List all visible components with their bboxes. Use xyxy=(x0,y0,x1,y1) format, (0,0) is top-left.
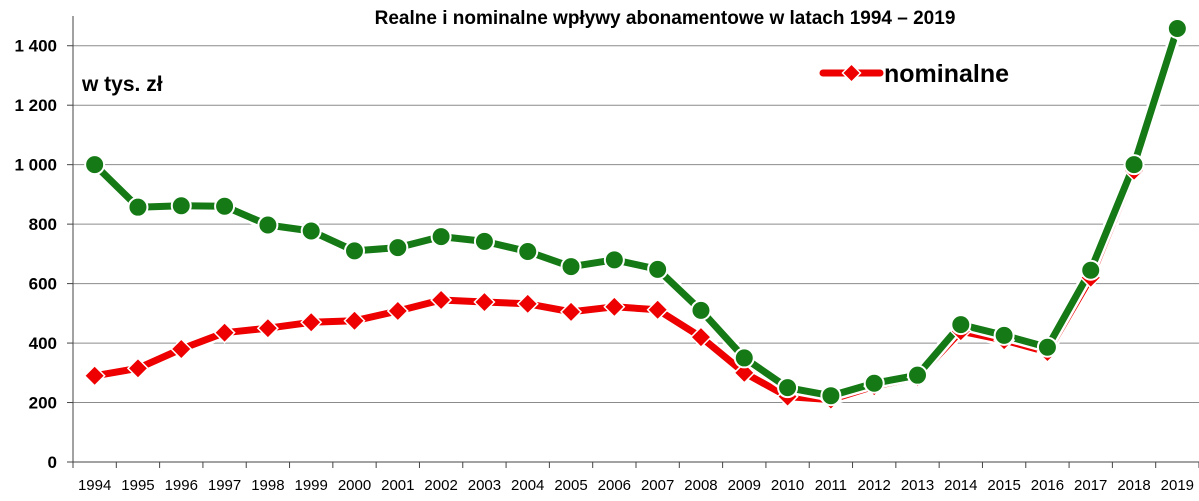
data-point xyxy=(387,237,409,259)
legend: nominalne xyxy=(819,60,1009,88)
data-point xyxy=(646,298,669,321)
data-point xyxy=(1080,259,1102,281)
data-point xyxy=(83,364,106,387)
data-point xyxy=(127,196,149,218)
data-point xyxy=(907,364,928,386)
x-tick-label: 1996 xyxy=(165,477,198,494)
data-point xyxy=(517,240,539,262)
x-tick-label: 2016 xyxy=(1031,477,1064,494)
data-point xyxy=(344,240,365,262)
data-point xyxy=(733,361,756,384)
y-tick-label: 1 000 xyxy=(14,156,57,175)
data-point xyxy=(343,309,366,332)
data-point xyxy=(733,347,755,369)
x-tick-label: 1994 xyxy=(78,477,111,494)
x-tick-label: 2014 xyxy=(944,477,977,494)
data-point xyxy=(777,377,799,399)
data-point xyxy=(473,290,496,314)
data-point xyxy=(256,317,279,340)
series-markers xyxy=(83,17,1189,411)
x-tick-label: 2012 xyxy=(858,477,891,494)
data-point xyxy=(647,258,669,280)
x-tick-label: 2019 xyxy=(1161,477,1194,494)
data-point xyxy=(950,314,972,336)
data-point xyxy=(559,300,583,323)
data-point xyxy=(820,385,842,407)
x-tick-label: 2007 xyxy=(641,477,674,494)
x-tick-label: 2009 xyxy=(728,477,761,494)
data-point xyxy=(300,311,323,334)
x-tick-label: 2011 xyxy=(815,477,847,494)
data-point xyxy=(993,324,1015,346)
data-point xyxy=(386,299,409,323)
data-point xyxy=(689,326,713,349)
data-point xyxy=(430,226,452,248)
x-tick-label: 2015 xyxy=(987,477,1020,494)
series-lines xyxy=(88,22,1184,406)
x-tick-label: 1995 xyxy=(121,477,154,494)
axes: 0 200 400 600 800 1 000 1 200 1 400 1994 1995 1996… xyxy=(14,16,1199,494)
data-point xyxy=(257,214,279,236)
data-point xyxy=(170,337,193,361)
x-tick-label: 1998 xyxy=(251,477,284,494)
legend-label-nominalne: nominalne xyxy=(884,60,1009,88)
x-tick-label: 2018 xyxy=(1117,477,1150,494)
data-point xyxy=(1166,17,1188,39)
x-tick-label: 2006 xyxy=(598,477,631,494)
data-point xyxy=(1123,154,1145,176)
data-point xyxy=(214,195,236,217)
y-tick-label: 0 xyxy=(48,453,57,472)
x-tick-label: 2002 xyxy=(424,477,457,494)
data-point xyxy=(300,220,322,242)
x-tick-label: 1999 xyxy=(295,477,328,494)
x-tick-label: 2000 xyxy=(338,477,371,494)
y-tick-label: 1 400 xyxy=(14,37,57,56)
data-point xyxy=(213,321,236,344)
data-point xyxy=(516,292,539,315)
y-tick-label: 800 xyxy=(29,215,57,234)
y-tick-label: 600 xyxy=(29,275,57,294)
x-tick-label: 2003 xyxy=(468,477,501,494)
x-tick-label: 2005 xyxy=(554,477,587,494)
y-tick-label: 400 xyxy=(29,334,57,353)
data-point xyxy=(430,288,453,312)
x-tick-label: 2010 xyxy=(771,477,804,494)
data-point xyxy=(1036,336,1058,358)
data-point xyxy=(603,249,625,271)
data-point xyxy=(473,230,495,252)
x-tick-label: 2004 xyxy=(511,477,544,494)
y-tick-label: 200 xyxy=(29,394,57,413)
x-tick-label: 2008 xyxy=(684,477,717,494)
x-tick-label: 2017 xyxy=(1074,477,1107,494)
unit-label: w tys. zł xyxy=(81,73,163,96)
data-point xyxy=(560,256,582,278)
data-point xyxy=(170,195,192,217)
data-point xyxy=(84,154,106,176)
data-point xyxy=(690,299,712,321)
data-point xyxy=(603,295,626,318)
chart-title: Realne i nominalne wpływy abonamentowe w… xyxy=(375,8,956,29)
x-tick-label: 1997 xyxy=(208,477,241,494)
series-line-realne xyxy=(91,25,1181,400)
data-point xyxy=(126,357,150,380)
data-point xyxy=(863,372,885,394)
legend-marker-nominalne xyxy=(841,62,862,84)
x-tick-label: 2001 xyxy=(381,477,414,494)
y-tick-label: 1 200 xyxy=(14,96,57,115)
x-tick-label: 2013 xyxy=(901,477,934,494)
